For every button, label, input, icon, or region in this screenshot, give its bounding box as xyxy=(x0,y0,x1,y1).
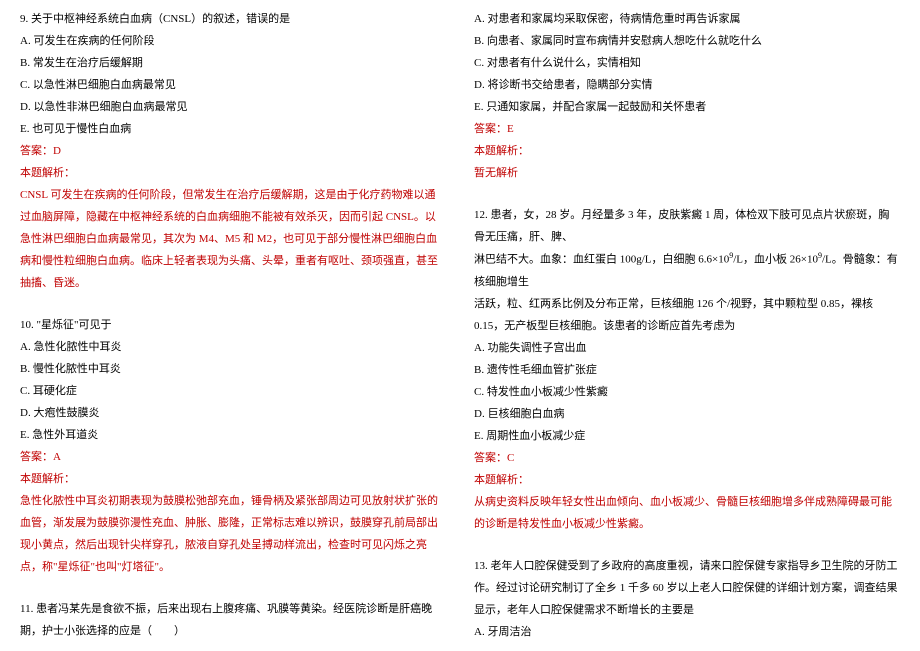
q9-answer: 答案：D xyxy=(20,140,446,162)
q12-stem-2b: /L，血小板 26×10 xyxy=(733,254,818,266)
q9-explanation-heading: 本题解析： xyxy=(20,162,446,184)
spacer xyxy=(474,184,900,204)
q9-explanation: CNSL 可发生在疾病的任何阶段，但常发生在治疗后缓解期，这是由于化疗药物难以通… xyxy=(20,184,446,294)
q12-option-d: D. 巨核细胞白血病 xyxy=(474,403,900,425)
q10-option-b: B. 慢性化脓性中耳炎 xyxy=(20,358,446,380)
q11-option-c: C. 对患者有什么说什么，实情相知 xyxy=(474,52,900,74)
q12-option-e: E. 周期性血小板减少症 xyxy=(474,425,900,447)
q10-stem: 10. "星烁征"可见于 xyxy=(20,314,446,336)
q11-answer: 答案：E xyxy=(474,118,900,140)
q10-explanation: 急性化脓性中耳炎初期表现为鼓膜松弛部充血，锤骨柄及紧张部周边可见放射状扩张的血管… xyxy=(20,490,446,578)
q11-explanation-heading: 本题解析： xyxy=(474,140,900,162)
q12-stem-line1: 12. 患者，女，28 岁。月经量多 3 年，皮肤紫癜 1 周，体检双下肢可见点… xyxy=(474,204,900,248)
q12-option-b: B. 遗传性毛细血管扩张症 xyxy=(474,359,900,381)
q12-explanation-heading: 本题解析： xyxy=(474,469,900,491)
spacer xyxy=(20,294,446,314)
q11-option-e: E. 只通知家属，并配合家属一起鼓励和关怀患者 xyxy=(474,96,900,118)
q10-option-c: C. 耳硬化症 xyxy=(20,380,446,402)
q9-option-a: A. 可发生在疾病的任何阶段 xyxy=(20,30,446,52)
q11-option-d: D. 将诊断书交给患者，隐瞒部分实情 xyxy=(474,74,900,96)
q12-explanation: 从病史资料反映年轻女性出血倾向、血小板减少、骨髓巨核细胞增多伴成熟障碍最可能的诊… xyxy=(474,491,900,535)
q12-stem-line3: 活跃，粒、红两系比例及分布正常，巨核细胞 126 个/视野，其中颗粒型 0.85… xyxy=(474,293,900,337)
q12-answer: 答案：C xyxy=(474,447,900,469)
q11-option-b: B. 向患者、家属同时宣布病情并安慰病人想吃什么就吃什么 xyxy=(474,30,900,52)
q12-stem-line2: 淋巴结不大。血象：血红蛋白 100g/L，白细胞 6.6×109/L，血小板 2… xyxy=(474,248,900,293)
q10-option-e: E. 急性外耳道炎 xyxy=(20,424,446,446)
q12-option-a: A. 功能失调性子宫出血 xyxy=(474,337,900,359)
spacer xyxy=(20,578,446,598)
q11-option-a: A. 对患者和家属均采取保密，待病情危重时再告诉家属 xyxy=(474,8,900,30)
spacer xyxy=(474,535,900,555)
q12-option-c: C. 特发性血小板减少性紫癜 xyxy=(474,381,900,403)
q9-option-c: C. 以急性淋巴细胞白血病最常见 xyxy=(20,74,446,96)
q9-option-b: B. 常发生在治疗后缓解期 xyxy=(20,52,446,74)
q9-stem: 9. 关于中枢神经系统白血病（CNSL）的叙述，错误的是 xyxy=(20,8,446,30)
q10-option-a: A. 急性化脓性中耳炎 xyxy=(20,336,446,358)
q10-option-d: D. 大疱性鼓膜炎 xyxy=(20,402,446,424)
q10-answer: 答案：A xyxy=(20,446,446,468)
q11-explanation: 暂无解析 xyxy=(474,162,900,184)
q10-explanation-heading: 本题解析： xyxy=(20,468,446,490)
q13-stem: 13. 老年人口腔保健受到了乡政府的高度重视，请来口腔保健专家指导乡卫生院的牙防… xyxy=(474,555,900,621)
q13-option-a: A. 牙周洁治 xyxy=(474,621,900,643)
q12-stem-2a: 淋巴结不大。血象：血红蛋白 100g/L，白细胞 6.6×10 xyxy=(474,254,729,266)
q11-stem: 11. 患者冯某先是食欲不振，后来出现右上腹疼痛、巩膜等黄染。经医院诊断是肝癌晚… xyxy=(20,598,446,642)
q9-option-d: D. 以急性非淋巴细胞白血病最常见 xyxy=(20,96,446,118)
q9-option-e: E. 也可见于慢性白血病 xyxy=(20,118,446,140)
